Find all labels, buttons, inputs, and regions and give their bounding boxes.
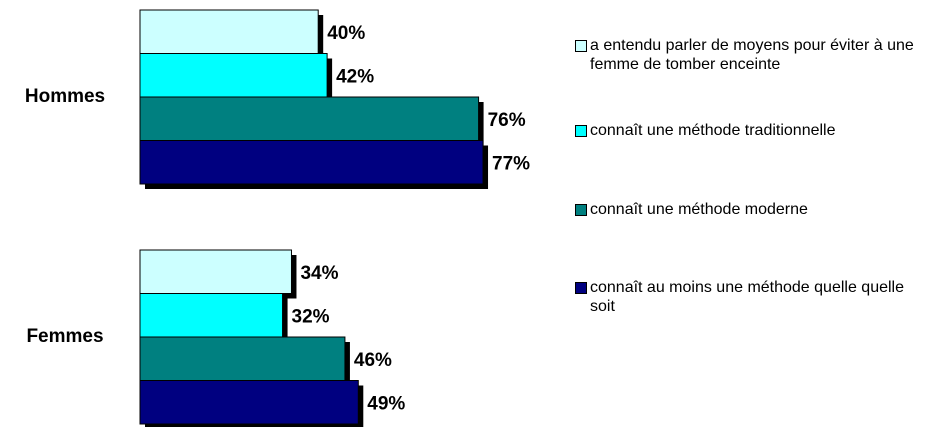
value-label: 34% xyxy=(300,263,338,284)
legend-label: a entendu parler de moyens pour éviter à… xyxy=(590,37,914,73)
value-label: 32% xyxy=(292,306,330,327)
legend-swatch xyxy=(575,282,587,294)
legend-swatch xyxy=(575,40,587,52)
legend-label: connaît une méthode traditionnelle xyxy=(590,122,836,139)
bar xyxy=(139,140,484,185)
value-label: 46% xyxy=(354,350,392,371)
value-label: 42% xyxy=(336,66,374,87)
bar xyxy=(139,293,284,338)
bar xyxy=(139,336,346,381)
legend-swatch xyxy=(575,125,587,137)
legend-item: a entendu parler de moyens pour éviter à… xyxy=(575,36,920,74)
legend-swatch xyxy=(575,204,587,216)
legend-label: connaît une méthode moderne xyxy=(590,201,808,218)
legend-item: connaît une méthode traditionnelle xyxy=(575,121,920,140)
value-label: 77% xyxy=(492,153,530,174)
legend-item: connaît au moins une méthode quelle quel… xyxy=(575,278,920,316)
bar xyxy=(139,53,328,98)
bar xyxy=(139,249,292,294)
bar xyxy=(139,380,359,425)
value-label: 49% xyxy=(367,393,405,414)
value-label: 76% xyxy=(488,110,526,131)
bar xyxy=(139,96,480,141)
legend-item: connaît une méthode moderne xyxy=(575,200,920,219)
category-label: Femmes xyxy=(26,326,103,347)
bar xyxy=(139,9,319,54)
category-label: Hommes xyxy=(25,86,105,107)
value-label: 40% xyxy=(327,23,365,44)
legend-label: connaît au moins une méthode quelle quel… xyxy=(590,279,904,315)
